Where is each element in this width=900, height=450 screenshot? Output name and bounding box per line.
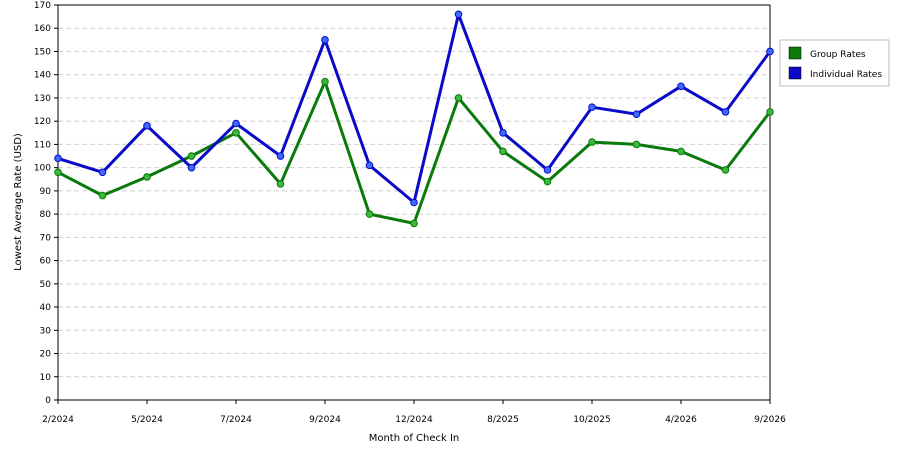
data-point-individual-rates bbox=[454, 10, 463, 19]
data-point-group-rates bbox=[54, 168, 62, 177]
y-tick-label: 0 bbox=[45, 396, 51, 406]
data-point-group-rates bbox=[410, 219, 418, 228]
y-tick-label: 10 bbox=[40, 373, 52, 383]
data-point-individual-rates bbox=[766, 47, 774, 56]
y-tick-label: 170 bbox=[34, 1, 51, 11]
data-point-individual-rates bbox=[543, 166, 552, 174]
data-point-group-rates bbox=[454, 94, 463, 102]
x-tick-label: 8/2025 bbox=[487, 415, 519, 425]
data-point-group-rates bbox=[98, 191, 107, 200]
data-point-group-rates bbox=[321, 77, 329, 86]
y-tick-label: 150 bbox=[34, 47, 51, 57]
data-point-group-rates bbox=[143, 173, 151, 181]
series-points bbox=[54, 10, 774, 228]
x-tick-label: 2/2024 bbox=[42, 415, 74, 425]
legend-swatch-individual-rates bbox=[788, 66, 802, 80]
data-point-group-rates bbox=[721, 166, 730, 174]
legend: Group Rates Individual Rates bbox=[779, 39, 890, 87]
y-tick-label: 110 bbox=[34, 140, 51, 150]
data-point-individual-rates bbox=[98, 168, 107, 177]
data-point-group-rates bbox=[232, 128, 240, 137]
data-point-group-rates bbox=[276, 180, 285, 188]
data-point-individual-rates bbox=[143, 122, 151, 130]
x-axis-ticks: 2/2024 5/2024 7/2024 9/2024 12/2024 8/2025 10/… bbox=[42, 400, 786, 425]
data-point-individual-rates bbox=[232, 119, 240, 128]
y-axis-ticks: 0 10 20 30 40 50 60 70 80 90 100 110 120 130 140 150 160… bbox=[34, 1, 58, 406]
data-point-group-rates bbox=[499, 147, 507, 156]
x-axis-title: Month of Check In bbox=[369, 433, 460, 444]
data-point-group-rates bbox=[365, 210, 374, 218]
data-point-group-rates bbox=[588, 138, 596, 146]
y-tick-label: 30 bbox=[40, 326, 52, 336]
x-tick-label: 4/2026 bbox=[665, 415, 697, 425]
series-lines bbox=[57, 12, 772, 225]
y-tick-label: 130 bbox=[34, 94, 51, 104]
data-point-individual-rates bbox=[632, 110, 641, 119]
gridlines bbox=[58, 27, 770, 378]
series-line-individual-rates bbox=[57, 12, 772, 204]
data-point-individual-rates bbox=[276, 152, 285, 160]
y-tick-label: 20 bbox=[40, 350, 52, 360]
y-tick-label: 60 bbox=[40, 257, 52, 267]
legend-label-individual-rates: Individual Rates bbox=[810, 70, 882, 80]
y-tick-label: 50 bbox=[40, 280, 52, 290]
data-point-individual-rates bbox=[187, 163, 196, 172]
data-point-individual-rates bbox=[365, 161, 374, 170]
data-point-individual-rates bbox=[721, 108, 730, 116]
x-tick-label: 9/2024 bbox=[309, 415, 341, 425]
data-point-group-rates bbox=[543, 177, 552, 186]
y-tick-label: 100 bbox=[34, 164, 51, 174]
data-point-group-rates bbox=[187, 152, 196, 160]
y-tick-label: 80 bbox=[40, 210, 52, 220]
x-tick-label: 7/2024 bbox=[220, 415, 252, 425]
data-point-individual-rates bbox=[410, 198, 418, 207]
data-point-individual-rates bbox=[677, 82, 685, 91]
data-point-individual-rates bbox=[588, 103, 596, 112]
x-tick-label: 12/2024 bbox=[395, 415, 433, 425]
data-point-individual-rates bbox=[321, 36, 329, 44]
legend-label-group-rates: Group Rates bbox=[810, 50, 866, 60]
x-tick-label: 10/2025 bbox=[573, 415, 610, 425]
y-tick-label: 40 bbox=[40, 303, 52, 313]
y-axis-title: Lowest Average Rate (USD) bbox=[13, 133, 24, 271]
y-tick-label: 140 bbox=[34, 71, 51, 81]
legend-swatch-group-rates bbox=[788, 46, 802, 60]
data-point-group-rates bbox=[632, 140, 641, 149]
data-point-group-rates bbox=[677, 147, 685, 156]
x-tick-label: 5/2024 bbox=[131, 415, 163, 425]
y-tick-label: 70 bbox=[40, 233, 52, 243]
y-tick-label: 120 bbox=[34, 117, 51, 127]
data-point-group-rates bbox=[766, 108, 774, 116]
y-tick-label: 160 bbox=[34, 24, 51, 34]
y-tick-label: 90 bbox=[40, 187, 52, 197]
data-point-individual-rates bbox=[499, 128, 507, 137]
x-tick-label: 9/2026 bbox=[754, 415, 786, 425]
data-point-individual-rates bbox=[54, 154, 62, 163]
